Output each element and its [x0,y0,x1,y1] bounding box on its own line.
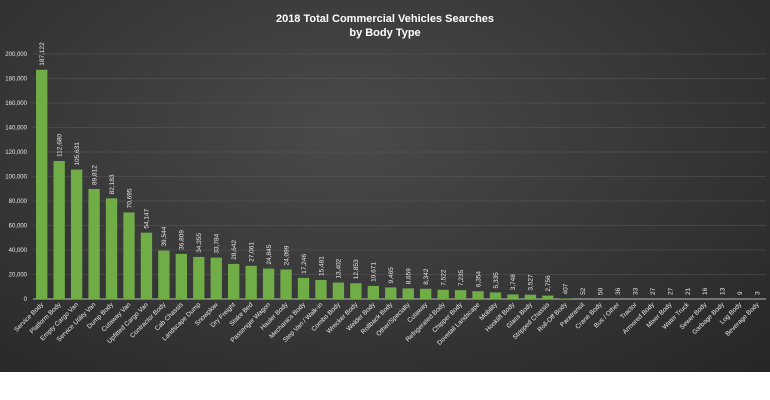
data-label: 16 [702,287,709,295]
y-tick-label: 60,000 [9,224,28,230]
data-label: 82,183 [109,174,116,194]
y-tick-label: 140,000 [5,126,27,132]
chart-background [0,0,770,372]
bar [70,169,83,299]
bar [245,265,257,299]
y-tick-label: 120,000 [5,150,27,156]
bar [472,291,484,299]
y-tick-label: 200,000 [5,52,27,58]
data-label: 105,631 [74,142,81,166]
data-label: 28,642 [231,240,238,260]
bar [489,292,502,299]
bar [315,280,327,299]
bar [88,188,100,299]
bar [385,287,397,299]
data-label: 54,147 [144,208,151,228]
data-label: 112,680 [56,134,63,157]
bar [507,294,519,299]
y-tick-label: 160,000 [5,101,27,107]
data-label: 33 [632,287,639,295]
data-label: 2,756 [545,275,552,292]
data-label: 3,748 [510,274,517,291]
bar [123,212,135,299]
chart-title-line1: 2018 Total Commercial Vehicles Searches [276,13,494,25]
bar [367,285,379,299]
y-tick-label: 20,000 [9,273,28,279]
bar [105,198,118,299]
data-label: 17,246 [301,254,308,274]
data-label: 7,235 [458,269,465,286]
bar [280,269,292,299]
bar [524,294,537,299]
bar [420,288,432,299]
bar [402,288,414,299]
data-label: 36,809 [179,230,186,250]
bar [228,263,240,299]
bar [297,277,310,299]
bar [36,69,48,300]
bar [454,290,467,299]
data-label: 39,544 [161,226,168,246]
bar [140,232,153,299]
data-label: 6,354 [475,271,482,288]
bar [332,282,345,299]
data-label: 27,061 [248,242,255,262]
data-label: 50 [598,287,605,295]
bar [210,257,222,299]
y-tick-label: 80,000 [9,199,28,205]
data-label: 3 [755,291,762,295]
data-label: 70,695 [126,188,133,208]
data-label: 9,465 [388,267,395,284]
data-label: 24,099 [283,245,290,265]
bar [542,295,554,299]
data-label: 12,853 [353,259,360,279]
y-tick-label: 0 [24,297,28,303]
data-label: 8,342 [423,268,430,285]
data-label: 52 [580,287,587,295]
data-label: 36 [615,287,622,295]
data-label: 10,671 [371,262,378,282]
bar-chart: 2018 Total Commercial Vehicles Searches … [5,13,766,347]
bar [53,160,65,299]
bar [158,250,170,299]
data-label: 34,355 [196,233,203,253]
y-tick-label: 40,000 [9,248,28,254]
bar [175,253,188,299]
y-tick-label: 180,000 [5,77,27,83]
y-tick-label: 100,000 [5,175,27,181]
chart-title-line2: by Body Type [349,27,420,39]
bar [262,268,275,299]
bar [437,289,449,299]
data-label: 8,659 [406,268,413,285]
data-label: 7,522 [440,269,447,286]
data-label: 33,784 [214,233,221,253]
data-label: 89,812 [91,165,98,185]
data-label: 3,527 [528,274,535,291]
data-label: 24,845 [266,244,273,264]
data-label: 5,335 [493,272,500,289]
data-label: 407 [563,283,570,294]
data-label: 15,481 [318,256,325,276]
bar [193,256,205,299]
data-label: 13 [720,287,727,295]
data-label: 27 [667,287,674,295]
data-label: 187,122 [39,42,46,66]
bar [350,283,362,299]
data-label: 27 [650,287,657,295]
data-label: 21 [685,287,692,295]
data-label: 9 [737,291,744,295]
data-label: 13,402 [336,258,343,278]
